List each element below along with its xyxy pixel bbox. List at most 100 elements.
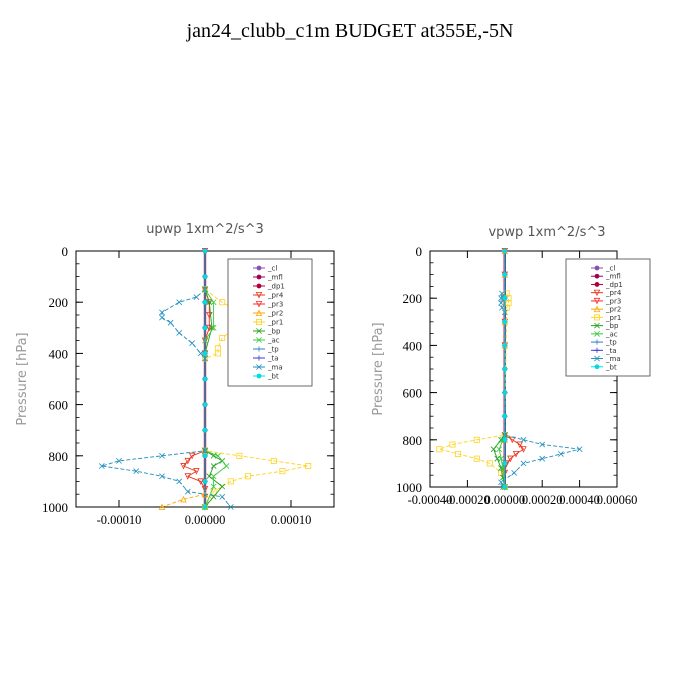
chart-panel-1: upwp 1xm^2/s^3 Pressure [hPa] 0 200 400 600 80… xyxy=(15,222,335,527)
data-point xyxy=(202,453,208,459)
data-point xyxy=(473,455,480,462)
data-point xyxy=(516,441,524,449)
figure-title: jan24_clubb_c1m BUDGET at355E,-5N xyxy=(186,20,514,42)
data-point xyxy=(594,347,600,353)
y-tick-label: 400 xyxy=(49,346,69,361)
data-point xyxy=(202,274,208,279)
data-point xyxy=(210,299,217,306)
data-point xyxy=(576,446,583,453)
legend-label: _bp xyxy=(267,328,281,336)
data-point xyxy=(594,322,600,329)
series-line-pr2 xyxy=(161,493,206,508)
data-point xyxy=(159,309,165,316)
data-point xyxy=(255,292,263,299)
legend-label: _pr3 xyxy=(267,301,283,309)
data-point xyxy=(255,318,262,325)
legend-label: _pr4 xyxy=(267,292,284,300)
data-point xyxy=(227,478,234,485)
data-point xyxy=(594,330,600,337)
data-point xyxy=(520,460,527,467)
data-point xyxy=(219,335,226,342)
legend-label: _bp xyxy=(605,322,619,330)
data-point xyxy=(188,452,196,460)
data-point xyxy=(256,328,262,334)
data-point xyxy=(255,301,263,308)
data-point xyxy=(520,446,527,453)
data-point xyxy=(158,503,166,510)
legend-label: _dp1 xyxy=(267,283,285,291)
data-point xyxy=(436,446,443,453)
data-point xyxy=(594,265,600,271)
data-point xyxy=(202,351,208,356)
data-point xyxy=(503,290,510,297)
legend-label: _pr4 xyxy=(605,289,622,297)
data-point xyxy=(256,274,262,280)
data-point xyxy=(255,309,263,316)
data-point xyxy=(180,463,187,470)
data-point xyxy=(197,478,204,485)
legend-label: _dp1 xyxy=(605,281,623,289)
data-point xyxy=(473,436,480,443)
data-point xyxy=(455,450,462,457)
data-point xyxy=(202,504,208,510)
data-point xyxy=(502,484,508,490)
data-point xyxy=(539,455,546,462)
y-tick-label: 200 xyxy=(49,295,69,310)
data-point xyxy=(502,319,508,325)
y-tick-label: 800 xyxy=(403,433,423,448)
legend-label: _ac xyxy=(267,337,280,345)
y-tick-label: 1000 xyxy=(42,500,68,515)
legend-label: _mfl xyxy=(267,274,283,282)
data-point xyxy=(202,427,208,433)
data-point xyxy=(189,340,195,347)
data-point xyxy=(594,282,600,287)
data-point xyxy=(98,463,105,469)
data-point xyxy=(499,290,505,297)
data-point xyxy=(502,461,508,466)
x-tick-label: -0.00040 xyxy=(408,493,453,507)
data-point xyxy=(202,479,208,484)
data-point xyxy=(498,300,504,306)
legend-label: _cl xyxy=(267,265,277,273)
data-point xyxy=(193,294,200,300)
data-point xyxy=(498,295,504,302)
y-tick-label: 0 xyxy=(416,244,423,259)
series-line-ac xyxy=(204,289,228,508)
data-point xyxy=(193,468,200,475)
data-point xyxy=(490,446,497,453)
legend-label: _mfl xyxy=(605,273,621,281)
data-point xyxy=(176,299,183,306)
x-tick-label: 0.00020 xyxy=(522,493,563,507)
legend: _cl_mfl_dp1_pr4_pr3_pr2_pr1_bp_ac_tp_ta_… xyxy=(565,258,651,377)
data-point xyxy=(206,299,213,306)
legend-label: _cl xyxy=(605,265,615,273)
data-point xyxy=(244,473,251,480)
data-point xyxy=(219,483,226,490)
data-point xyxy=(539,441,546,448)
data-point xyxy=(210,463,217,469)
legend-box xyxy=(565,258,651,377)
y-tick-label: 200 xyxy=(403,291,423,306)
data-point xyxy=(202,402,208,407)
legend-label: _pr2 xyxy=(605,306,621,314)
data-point xyxy=(502,295,508,301)
data-point xyxy=(159,473,165,480)
data-point xyxy=(219,299,226,306)
data-point xyxy=(202,325,208,331)
data-point xyxy=(206,299,213,306)
data-point xyxy=(176,478,183,485)
data-point xyxy=(256,373,262,379)
data-point xyxy=(184,488,191,495)
data-point xyxy=(520,436,527,443)
data-point xyxy=(594,355,600,362)
legend-label: _pr2 xyxy=(267,310,283,318)
data-point xyxy=(133,468,140,475)
legend-label: _pr1 xyxy=(267,319,283,327)
data-point xyxy=(219,493,226,500)
legend-label: _ma xyxy=(605,355,621,363)
data-point xyxy=(502,248,508,254)
data-point xyxy=(256,337,262,343)
y-tick-label: 800 xyxy=(49,449,69,464)
data-point xyxy=(206,473,213,480)
